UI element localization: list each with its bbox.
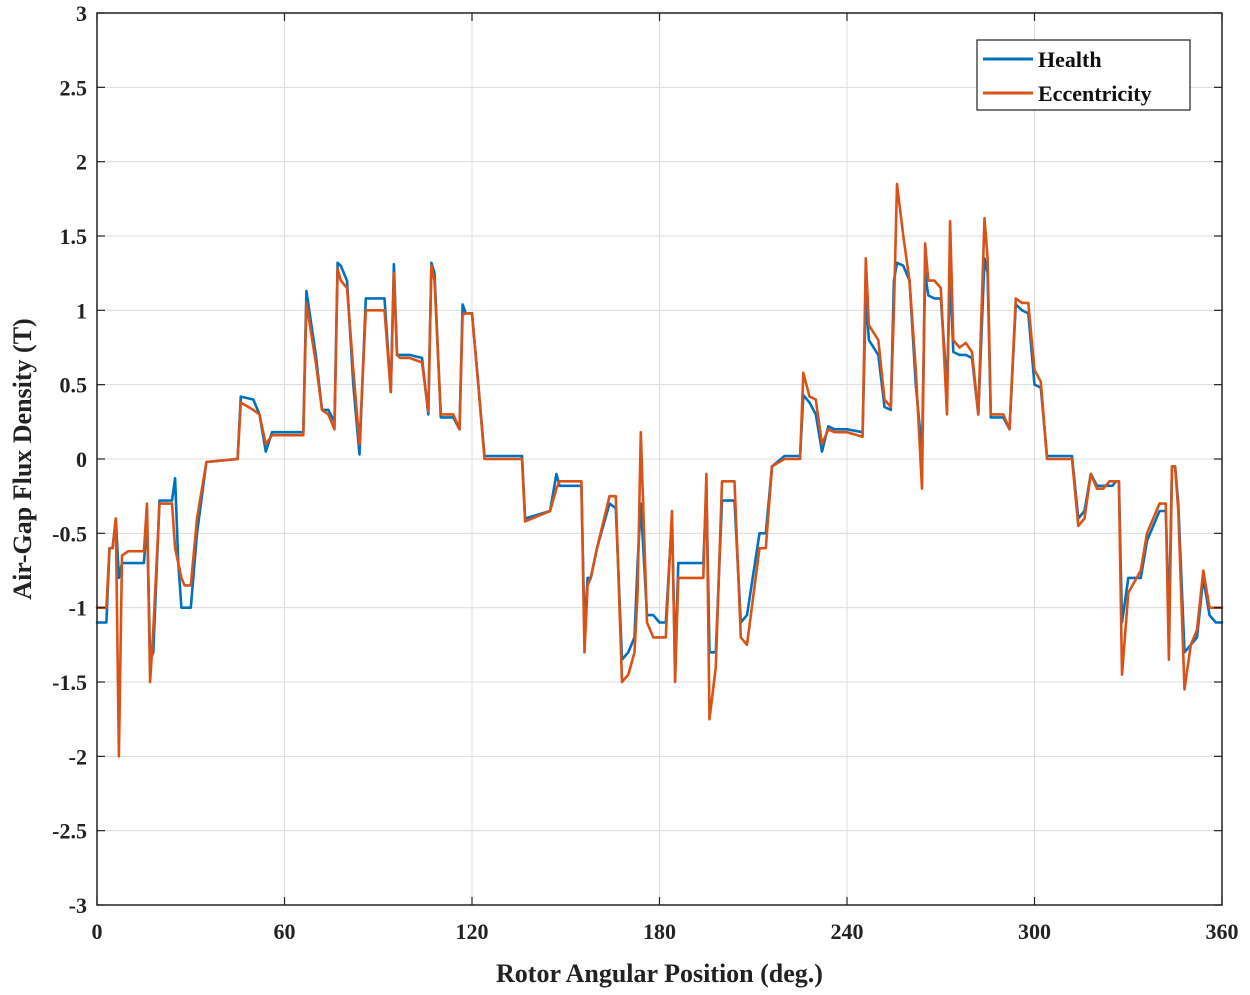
x-tick-label: 180 (643, 919, 676, 944)
x-tick-label: 300 (1018, 919, 1051, 944)
x-axis-label: Rotor Angular Position (deg.) (496, 959, 823, 988)
y-tick-label: 1.5 (60, 224, 88, 249)
x-axis-ticks: 0 60 120 180 240 300 360 (92, 13, 1239, 944)
y-tick-label: 2.5 (60, 75, 88, 100)
y-axis-ticks: -3 -2.5 -2 -1.5 -1 -0.5 0 0.5 1 1.5 2 2.5 3 (52, 1, 1222, 918)
y-tick-label: -1 (69, 596, 87, 621)
y-tick-label: 2 (76, 150, 87, 175)
legend-label-eccentricity: Eccentricity (1038, 81, 1152, 106)
y-tick-label: 3 (76, 1, 87, 26)
grid (96, 12, 1223, 906)
x-tick-label: 0 (92, 919, 103, 944)
legend-label-health: Health (1038, 47, 1102, 72)
legend-box (976, 39, 1191, 111)
series-layer (95, 182, 1224, 758)
y-axis-label: Air-Gap Flux Density (T) (8, 318, 37, 599)
series-line-eccentricity (95, 182, 1224, 758)
y-tick-label: -1.5 (52, 670, 87, 695)
x-tick-label: 360 (1206, 919, 1239, 944)
y-tick-label: 1 (76, 298, 87, 323)
legend: Health Eccentricity (976, 39, 1191, 111)
y-tick-label: 0.5 (60, 373, 88, 398)
x-tick-label: 120 (456, 919, 489, 944)
y-tick-label: -2 (69, 744, 87, 769)
x-tick-label: 60 (274, 919, 296, 944)
y-tick-label: 0 (76, 447, 87, 472)
x-tick-label: 240 (831, 919, 864, 944)
y-tick-label: -2.5 (52, 819, 87, 844)
y-tick-label: -0.5 (52, 521, 87, 546)
series-line-health (95, 256, 1224, 669)
y-tick-label: -3 (69, 893, 87, 918)
